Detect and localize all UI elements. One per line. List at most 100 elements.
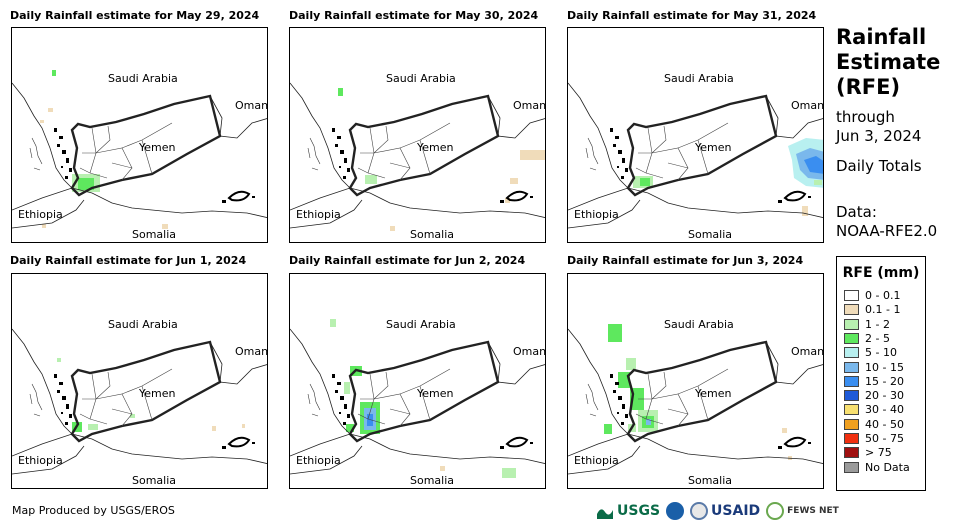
panel-title-5: Daily Rainfall estimate for Jun 2, 2024: [289, 254, 526, 267]
legend-item: 0.1 - 1: [844, 303, 900, 316]
label-yemen: Yemen: [695, 387, 732, 400]
label-ethiopia: Ethiopia: [574, 208, 619, 221]
label-somalia: Somalia: [410, 228, 455, 241]
legend-label: 0 - 0.1: [865, 289, 901, 302]
legend-label: 40 - 50: [865, 417, 904, 431]
legend-item: > 75: [844, 446, 892, 459]
map-svg: [12, 328, 267, 475]
legend-item: 5 - 10: [844, 346, 897, 359]
agency-logos: USGS USAID FEWS NET: [596, 499, 839, 523]
label-yemen: Yemen: [139, 141, 176, 154]
map-may-31: Saudi Arabia Oman Yemen Ethiopia Somalia: [567, 27, 824, 243]
map-may-30: Saudi Arabia Oman Yemen Ethiopia Somalia: [289, 27, 546, 243]
usaid-logo: USAID: [711, 503, 761, 519]
fews-net-logo: FEWS NET: [787, 506, 839, 516]
label-somalia: Somalia: [410, 474, 455, 487]
legend-label: 5 - 10: [865, 346, 897, 360]
legend-swatch: [844, 433, 859, 444]
panel-title-4: Daily Rainfall estimate for Jun 1, 2024: [10, 254, 247, 267]
panel-title-1: Daily Rainfall estimate for May 29, 2024: [10, 9, 260, 22]
legend-item: 10 - 15: [844, 361, 904, 374]
label-yemen: Yemen: [417, 141, 454, 154]
map-may-29: Saudi Arabia Oman Yemen Ethiopia Somalia: [11, 27, 268, 243]
label-ethiopia: Ethiopia: [296, 454, 341, 467]
label-saudi-arabia: Saudi Arabia: [386, 318, 456, 331]
legend-item: 1 - 2: [844, 318, 890, 331]
legend-swatch: [844, 347, 859, 359]
panel-title-6: Daily Rainfall estimate for Jun 3, 2024: [567, 254, 804, 267]
daily-totals-label: Daily Totals: [836, 157, 922, 175]
label-somalia: Somalia: [688, 474, 733, 487]
legend-label: > 75: [865, 446, 892, 460]
label-yemen: Yemen: [139, 387, 176, 400]
panel-title-3: Daily Rainfall estimate for May 31, 2024: [567, 9, 817, 22]
legend-label: 30 - 40: [865, 403, 904, 417]
legend-item: 30 - 40: [844, 403, 904, 416]
map-svg: [290, 319, 545, 478]
legend-item: 50 - 75: [844, 432, 904, 445]
data-label: Data:: [836, 203, 877, 221]
legend-label: 2 - 5: [865, 331, 890, 345]
map-jun-1: Saudi Arabia Oman Yemen Ethiopia Somalia: [11, 273, 268, 489]
map-svg: [290, 82, 545, 231]
legend-label: No Data: [865, 460, 910, 474]
label-ethiopia: Ethiopia: [296, 208, 341, 221]
label-oman: Oman: [235, 345, 268, 358]
label-saudi-arabia: Saudi Arabia: [664, 72, 734, 85]
legend-swatch: [844, 361, 859, 373]
legend-swatch: [844, 461, 859, 473]
map-svg: [568, 324, 823, 475]
legend-label: 50 - 75: [865, 432, 904, 445]
panel-title-2: Daily Rainfall estimate for May 30, 2024: [289, 9, 539, 22]
legend-item: 0 - 0.1: [844, 289, 900, 302]
legend-swatch: [844, 390, 859, 402]
legend-swatch: [844, 418, 859, 430]
nasa-seal-icon: [690, 502, 709, 520]
through-label: through: [836, 108, 895, 126]
map-jun-2: Saudi Arabia Oman Yemen Ethiopia Somalia: [289, 273, 546, 489]
through-date: Jun 3, 2024: [836, 127, 922, 145]
label-ethiopia: Ethiopia: [574, 454, 619, 467]
legend-item: 2 - 5: [844, 332, 890, 345]
label-oman: Oman: [235, 99, 268, 112]
usgs-logo: USGS: [617, 503, 661, 519]
legend-swatch: [844, 290, 859, 301]
label-somalia: Somalia: [688, 228, 733, 241]
legend-swatch: [844, 304, 859, 316]
label-oman: Oman: [513, 99, 546, 112]
label-oman: Oman: [513, 345, 546, 358]
legend-label: 20 - 30: [865, 389, 904, 403]
label-ethiopia: Ethiopia: [18, 208, 63, 221]
legend-item: No Data: [844, 461, 910, 474]
legend-swatch: [844, 447, 859, 459]
legend-label: 15 - 20: [865, 374, 904, 388]
legend-item: 15 - 20: [844, 375, 904, 388]
label-yemen: Yemen: [417, 387, 454, 400]
usgs-logo-icon: [597, 509, 613, 519]
legend-label: 1 - 2: [865, 317, 890, 331]
label-saudi-arabia: Saudi Arabia: [664, 318, 734, 331]
label-somalia: Somalia: [132, 474, 177, 487]
legend-swatch: [844, 404, 859, 416]
legend-swatch: [844, 318, 859, 330]
noaa-logo-icon: [666, 502, 685, 520]
legend-label: 10 - 15: [865, 360, 904, 374]
map-jun-3: Saudi Arabia Oman Yemen Ethiopia Somalia: [567, 273, 824, 489]
data-source: NOAA-RFE2.0: [836, 222, 938, 240]
main-title: Rainfall Estimate (RFE): [836, 25, 941, 99]
legend-title: RFE (mm): [842, 265, 920, 281]
legend-label: 0.1 - 1: [865, 303, 901, 317]
map-svg: [568, 82, 823, 229]
map-svg: [12, 70, 267, 229]
legend-item: 20 - 30: [844, 389, 904, 402]
legend-swatch: [844, 375, 859, 387]
legend-item: 40 - 50: [844, 418, 904, 431]
label-saudi-arabia: Saudi Arabia: [386, 72, 456, 85]
label-oman: Oman: [791, 345, 824, 358]
label-saudi-arabia: Saudi Arabia: [108, 318, 178, 331]
label-somalia: Somalia: [132, 228, 177, 241]
label-ethiopia: Ethiopia: [18, 454, 63, 467]
label-yemen: Yemen: [695, 141, 732, 154]
label-saudi-arabia: Saudi Arabia: [108, 72, 178, 85]
